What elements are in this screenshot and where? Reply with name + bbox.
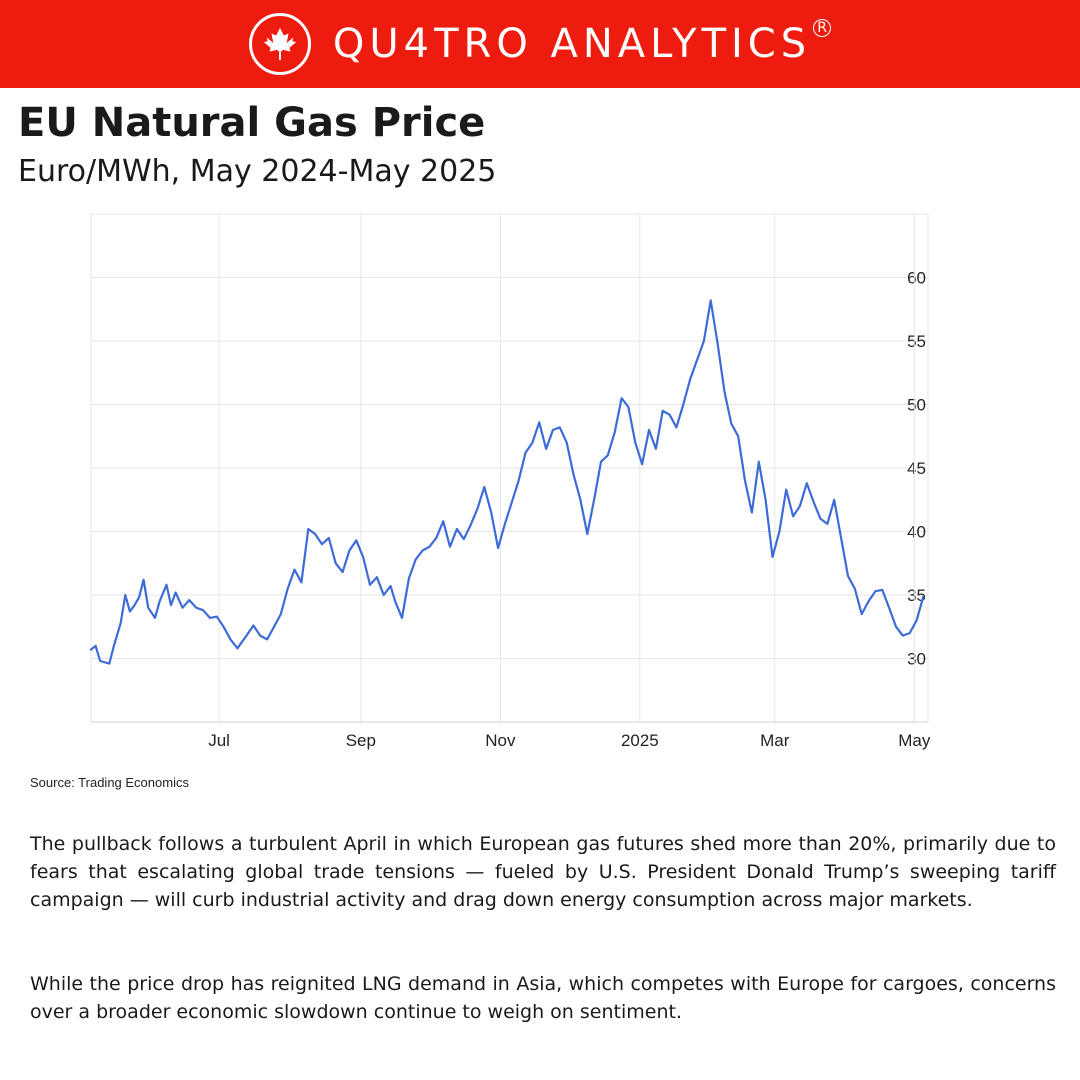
paragraph-2: While the price drop has reignited LNG d… xyxy=(30,973,1056,1023)
x-tick-label-may: May xyxy=(898,731,931,750)
source-note: Source: Trading Economics xyxy=(30,775,189,790)
registered-mark: R xyxy=(813,19,832,37)
x-tick-label-mar: Mar xyxy=(760,731,790,750)
x-tick-label-nov: Nov xyxy=(485,731,516,750)
page-title: EU Natural Gas Price xyxy=(18,100,486,146)
paragraph-1: The pullback follows a turbulent April i… xyxy=(30,833,1056,911)
brand-header: QU4TRO ANALYTICS R xyxy=(0,0,1080,88)
y-tick-label-45: 45 xyxy=(907,459,926,478)
x-tick-label-jul: Jul xyxy=(208,731,230,750)
y-tick-label-55: 55 xyxy=(907,332,926,351)
brand-inner: QU4TRO ANALYTICS R xyxy=(248,13,832,75)
y-tick-label-30: 30 xyxy=(907,650,926,669)
page-subtitle: Euro/MWh, May 2024-May 2025 xyxy=(18,154,497,189)
y-tick-label-40: 40 xyxy=(907,523,926,542)
y-tick-label-50: 50 xyxy=(907,396,926,415)
x-tick-label-2025: 2025 xyxy=(621,731,659,750)
price-series-line-0 xyxy=(89,299,925,665)
maple-leaf-icon xyxy=(248,13,311,75)
x-tick-label-sep: Sep xyxy=(346,731,376,750)
y-tick-label-60: 60 xyxy=(907,269,926,288)
brand-name: QU4TRO ANALYTICS xyxy=(332,21,812,67)
